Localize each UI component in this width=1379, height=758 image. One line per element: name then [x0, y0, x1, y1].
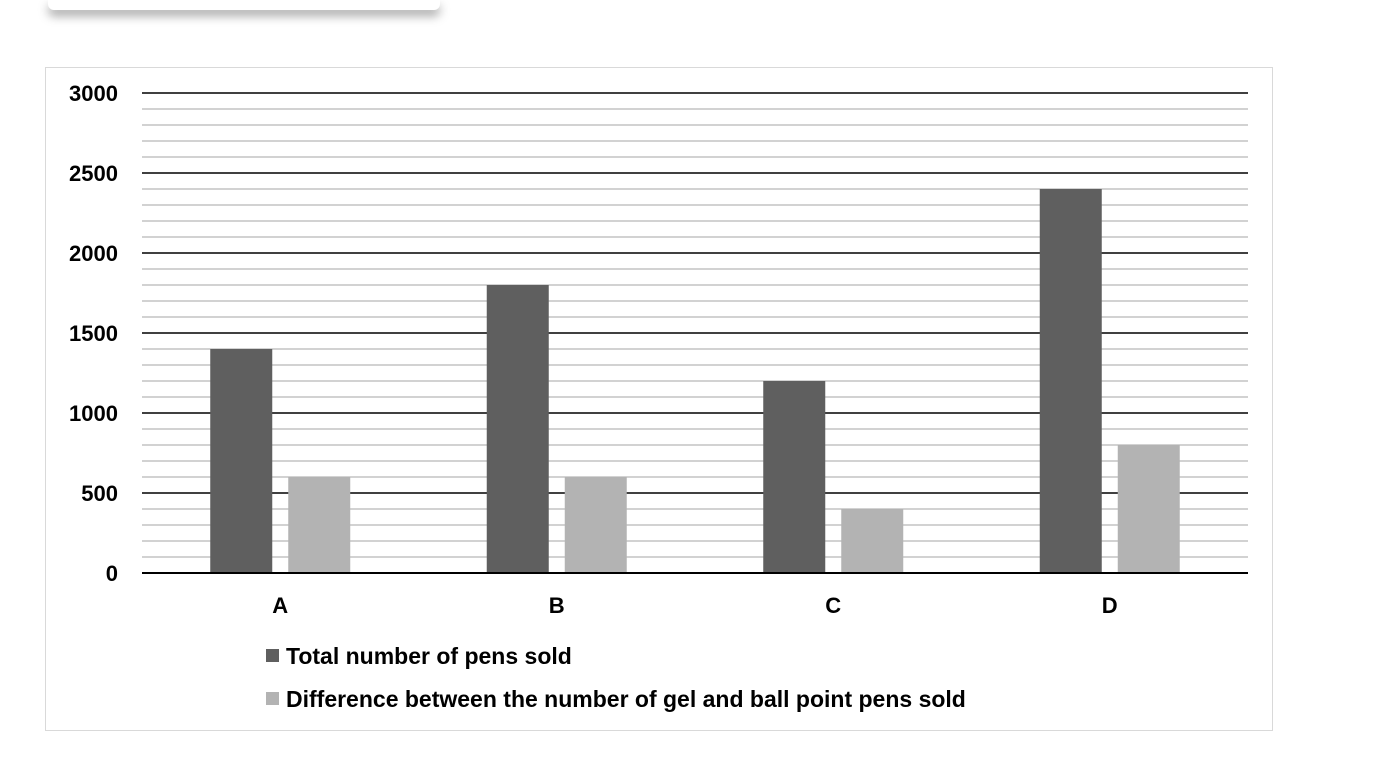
- y-axis-tick-labels: 0 500 1000 1500 2000 2500 3000: [69, 81, 118, 586]
- y-tick-label: 2500: [69, 161, 118, 186]
- legend-swatch: [266, 692, 279, 705]
- y-tick-label: 500: [81, 481, 118, 506]
- bar-c-series-1: [763, 381, 826, 573]
- bar-a-series-1: [210, 349, 273, 573]
- bar-c-series-2: [841, 509, 904, 573]
- bar-d-series-1: [1039, 189, 1102, 573]
- legend-swatch: [266, 649, 279, 662]
- y-tick-label: 1500: [69, 321, 118, 346]
- legend: Total number of pens sold Difference betw…: [266, 643, 966, 712]
- y-tick-label: 3000: [69, 81, 118, 106]
- window-shadow: [48, 0, 440, 10]
- bar-d-series-2: [1117, 445, 1180, 573]
- bar-b-series-1: [486, 285, 549, 573]
- legend-label: Difference between the number of gel and…: [286, 686, 966, 712]
- x-tick-label: C: [825, 593, 841, 618]
- x-axis-tick-labels: A B C D: [272, 593, 1117, 618]
- bar-a-series-2: [288, 477, 351, 573]
- x-tick-label: B: [549, 593, 565, 618]
- bars: [210, 189, 1180, 573]
- x-tick-label: D: [1102, 593, 1118, 618]
- bar-b-series-2: [564, 477, 627, 573]
- y-tick-label: 1000: [69, 401, 118, 426]
- x-tick-label: A: [272, 593, 288, 618]
- legend-label: Total number of pens sold: [286, 643, 572, 669]
- y-tick-label: 2000: [69, 241, 118, 266]
- y-tick-label: 0: [106, 561, 118, 586]
